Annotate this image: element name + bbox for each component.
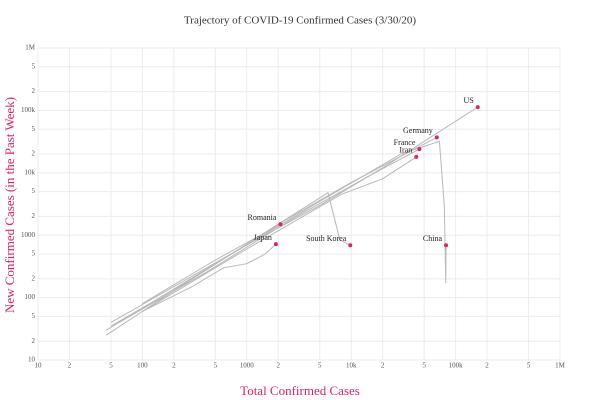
y-tick-label: 1M <box>25 44 36 52</box>
y-tick-label: 5 <box>32 125 36 133</box>
chart-title: Trajectory of COVID-19 Confirmed Cases (… <box>184 15 416 27</box>
current-point <box>278 222 283 227</box>
x-tick-label: 2 <box>381 362 385 370</box>
y-tick-label: 100k <box>21 106 36 114</box>
country-label: South Korea <box>306 234 347 243</box>
y-tick-label: 2 <box>32 87 36 95</box>
x-tick-label: 2 <box>276 362 280 370</box>
current-point <box>417 147 422 152</box>
x-tick-label: 100k <box>449 362 464 370</box>
trajectory-line <box>105 191 351 336</box>
y-axis-label: New Confirmed Cases (in the Past Week) <box>2 97 17 313</box>
x-tick-label: 2 <box>485 362 489 370</box>
x-tick-label: 2 <box>68 362 72 370</box>
x-tick-label: 1M <box>555 362 566 370</box>
x-tick-label: 5 <box>109 362 113 370</box>
x-axis-label: Total Confirmed Cases <box>240 383 360 398</box>
y-tick-label: 2 <box>32 337 36 345</box>
current-point <box>414 154 419 159</box>
x-tick-label: 2 <box>172 362 176 370</box>
current-point <box>444 243 449 248</box>
current-point <box>434 135 439 140</box>
trajectory-line <box>142 223 281 305</box>
y-tick-label: 10 <box>28 356 36 364</box>
y-tick-label: 10k <box>25 168 36 176</box>
y-tick-label: 5 <box>32 187 36 195</box>
country-label: Romania <box>248 213 277 222</box>
x-tick-label: 5 <box>214 362 218 370</box>
x-tick-label: 5 <box>318 362 322 370</box>
current-point <box>475 105 480 110</box>
y-tick-label: 5 <box>32 62 36 70</box>
country-label: Japan <box>254 233 272 242</box>
current-point <box>348 243 353 248</box>
country-label: China <box>423 234 443 243</box>
y-tick-label: 5 <box>32 250 36 258</box>
x-tick-label: 10 <box>35 362 43 370</box>
x-tick-label: 1000 <box>240 362 255 370</box>
current-point <box>273 242 278 247</box>
country-label: US <box>464 96 474 105</box>
country-label: France <box>394 138 416 147</box>
y-tick-label: 2 <box>32 274 36 282</box>
x-tick-label: 5 <box>422 362 426 370</box>
x-tick-label: 5 <box>527 362 531 370</box>
y-tick-label: 100 <box>25 293 36 301</box>
y-tick-label: 2 <box>32 212 36 220</box>
y-tick-label: 5 <box>32 312 36 320</box>
y-tick-label: 1000 <box>21 231 36 239</box>
country-label: Germany <box>403 126 433 135</box>
trajectory-line <box>142 243 277 312</box>
x-tick-label: 10k <box>346 362 357 370</box>
trajectory-line <box>142 156 417 312</box>
country-label: Iran <box>399 146 412 155</box>
x-tick-label: 100 <box>137 362 148 370</box>
y-tick-label: 2 <box>32 150 36 158</box>
